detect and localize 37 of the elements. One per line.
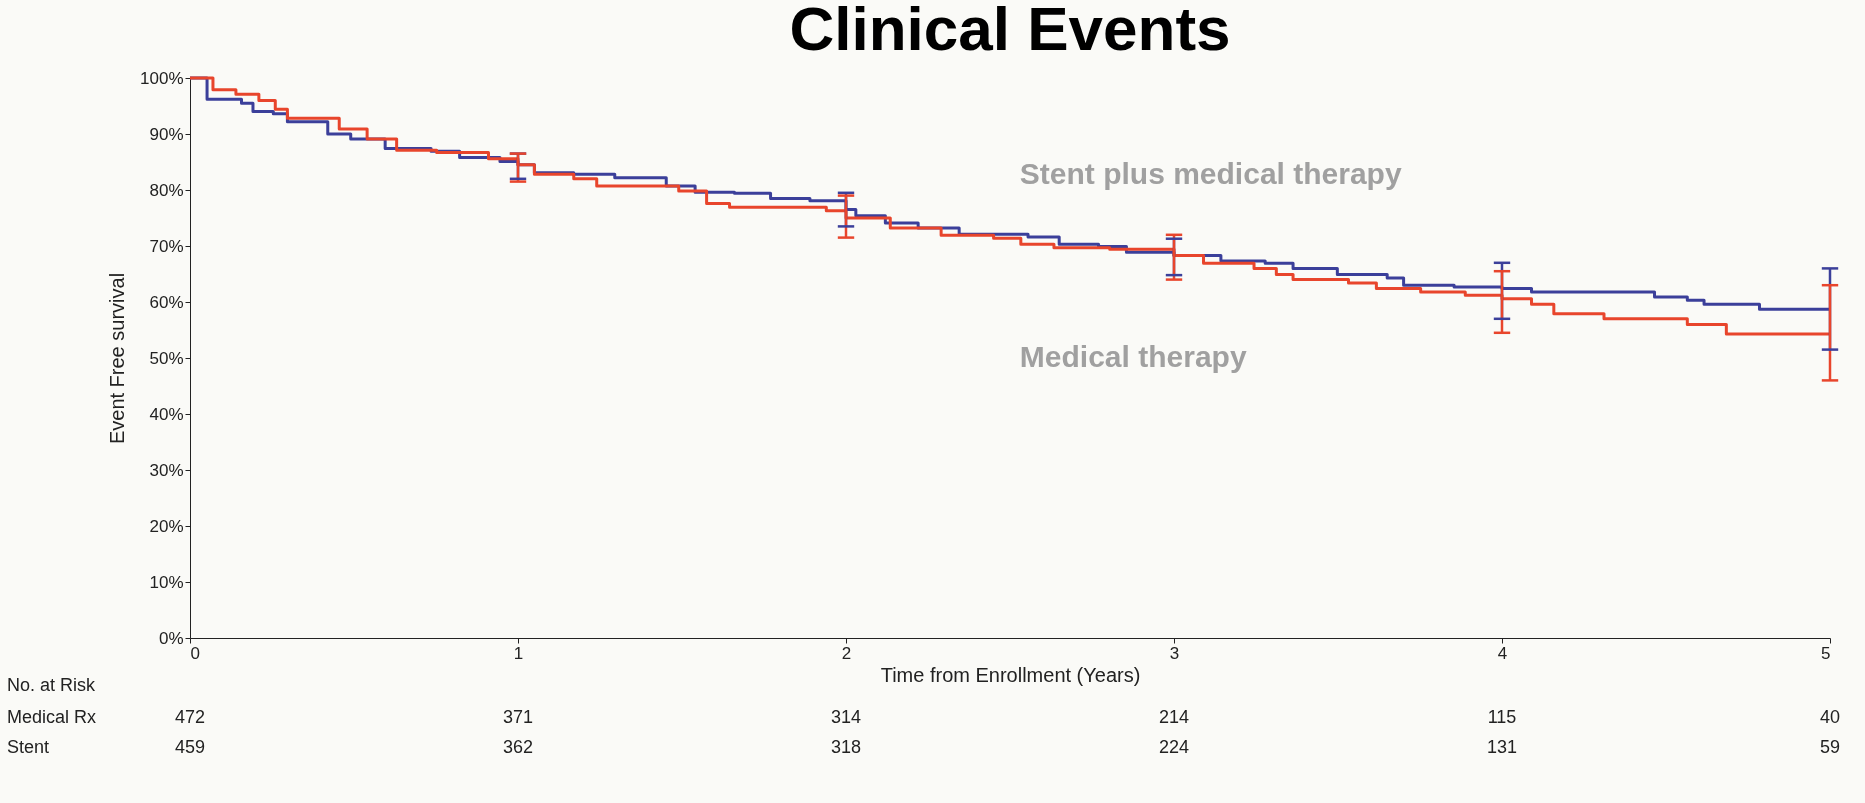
- text: Medical Rx: [7, 707, 97, 727]
- chart-title: Clinical Events: [789, 0, 1231, 63]
- text: No. at Risk: [7, 675, 97, 695]
- x-tick-label: 3: [1169, 643, 1180, 663]
- x-tick-label: 2: [841, 643, 852, 663]
- text: 131: [1486, 737, 1518, 757]
- text: 318: [830, 737, 862, 757]
- text: 459: [174, 737, 206, 757]
- y-tick-label: 90%: [149, 124, 184, 144]
- text: Medical therapy: [1019, 340, 1247, 373]
- y-axis-title: Event Free survival: [106, 272, 129, 445]
- text: 40: [1819, 707, 1841, 727]
- text: 115: [1487, 707, 1517, 727]
- x-axis-title: Time from Enrollment (Years): [880, 663, 1141, 686]
- text: 371: [502, 707, 534, 727]
- x-tick-label: 1: [513, 643, 524, 663]
- x-tick-label: 5: [1821, 643, 1831, 663]
- y-tick-label: 20%: [149, 516, 184, 536]
- y-tick-label: 30%: [149, 460, 184, 480]
- y-tick-label: 60%: [149, 292, 184, 312]
- x-tick-label: 0: [190, 643, 200, 663]
- text: 59: [1819, 737, 1841, 757]
- y-tick-label: 40%: [149, 404, 184, 424]
- text: 214: [1158, 707, 1190, 727]
- y-tick-label: 100%: [140, 68, 184, 88]
- text: Stent: [7, 737, 50, 757]
- y-tick-label: 80%: [149, 180, 184, 200]
- text: 362: [502, 737, 534, 757]
- text: 224: [1158, 737, 1190, 757]
- y-tick-label: 0%: [158, 628, 184, 648]
- y-tick-label: 70%: [149, 236, 184, 256]
- x-tick-label: 4: [1497, 643, 1508, 663]
- text: 314: [830, 707, 862, 727]
- text: 472: [174, 707, 206, 727]
- series-label: Stent plus medical therapy: [1019, 156, 1402, 190]
- y-tick-label: 10%: [149, 572, 184, 592]
- y-tick-label: 50%: [149, 348, 184, 368]
